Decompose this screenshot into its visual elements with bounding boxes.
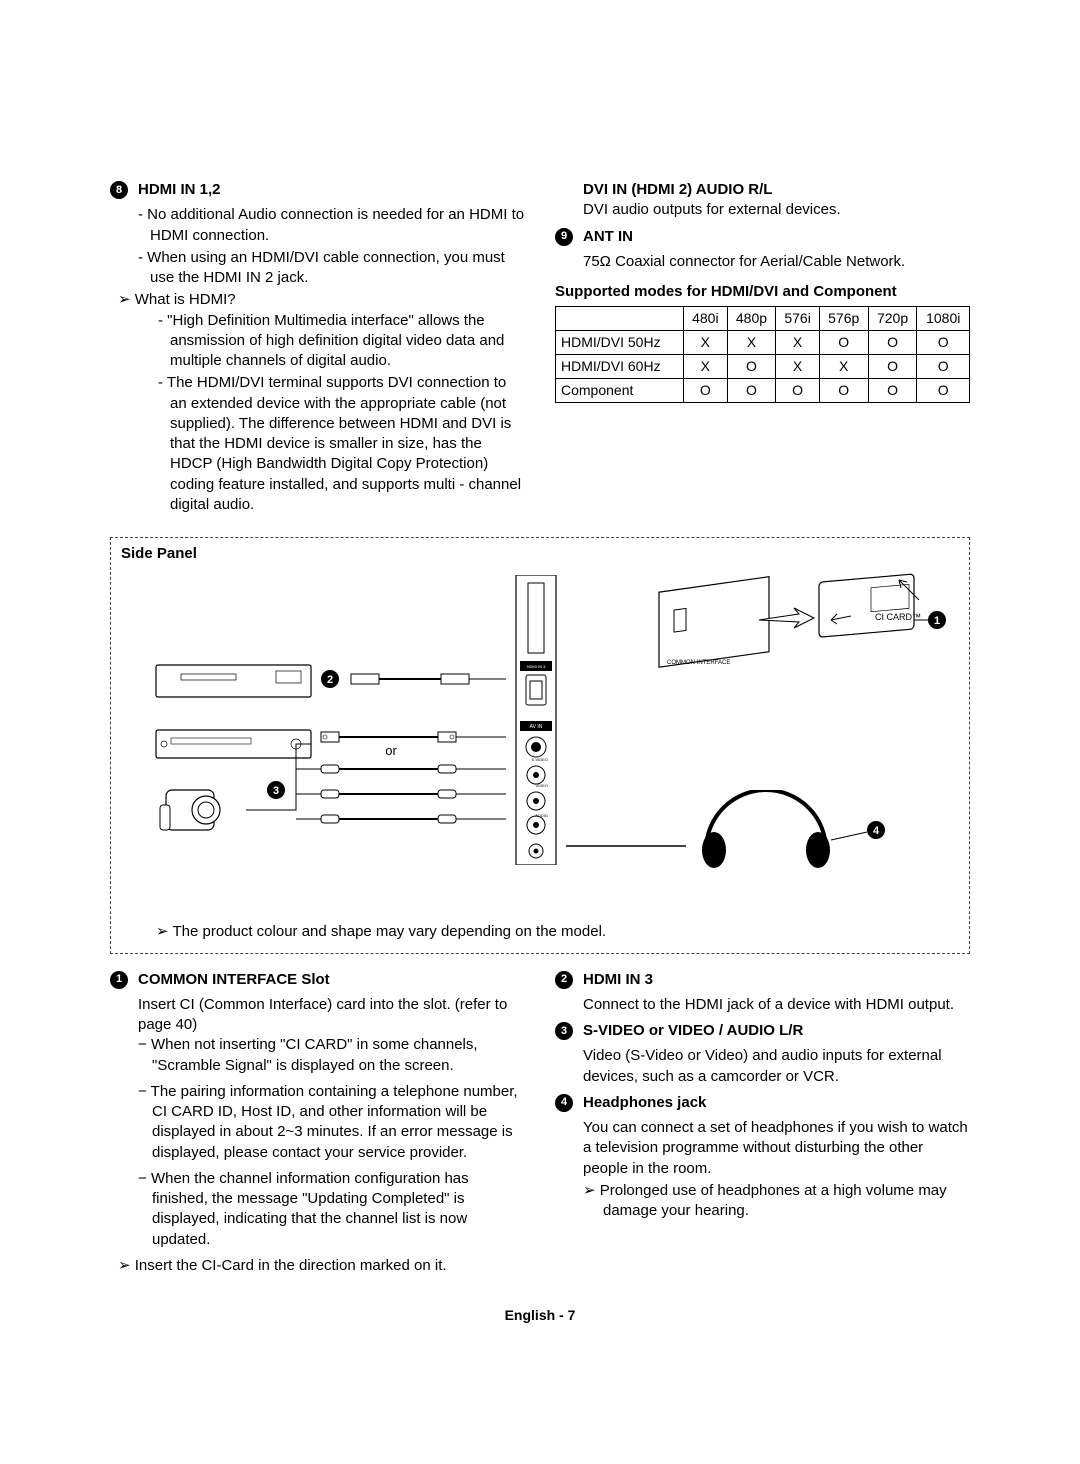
top-right-column: DVI IN (HDMI 2) AUDIO R/L DVI audio outp… (555, 180, 970, 517)
headphones-diagram: 4 (566, 790, 896, 880)
ant-text: 75Ω Coaxial connector for Aerial/Cable N… (555, 252, 970, 272)
hdmi-in-12-heading: HDMI IN 1,2 (138, 180, 221, 200)
svideo-heading: S-VIDEO or VIDEO / AUDIO L/R (583, 1021, 803, 1041)
col-1080i: 1080i (917, 307, 970, 331)
insert-ci-note: Insert the CI-Card in the direction mark… (110, 1256, 525, 1276)
ci-card-diagram: COMMON INTERFACE CI CARD™ 1 (639, 570, 949, 685)
svg-text:3: 3 (273, 785, 279, 797)
headphones-heading: Headphones jack (583, 1093, 706, 1113)
col-576p: 576p (819, 307, 868, 331)
ci-dash-3: When the channel information configurati… (138, 1169, 525, 1250)
side-panel-heading: Side Panel (121, 544, 959, 564)
headphones-text: You can connect a set of headphones if y… (555, 1118, 970, 1179)
hdmi-bullet-2: When using an HDMI/DVI cable connection,… (138, 248, 525, 289)
headphones-item: 4 Headphones jack (555, 1093, 970, 1113)
svg-text:AUDIO: AUDIO (535, 813, 548, 818)
ci-dash-2: The pairing information containing a tel… (138, 1082, 525, 1163)
hdmi-in-12-item: 8 HDMI IN 1,2 (110, 180, 525, 200)
headphones-warning: Prolonged use of headphones at a high vo… (555, 1181, 970, 1222)
bottom-left-column: 1 COMMON INTERFACE Slot Insert CI (Commo… (110, 970, 525, 1277)
side-panel-box: Side Panel COMMON INTERFACE CI CARD™ 1 (110, 537, 970, 954)
hdmi-bullets: No additional Audio connection is needed… (110, 205, 525, 288)
side-panel-diagram: COMMON INTERFACE CI CARD™ 1 HDMI IN 3 (121, 570, 959, 920)
page-footer: English - 7 (110, 1306, 970, 1325)
left-devices-diagram: 2 or (146, 660, 506, 870)
number-2-badge: 2 (555, 971, 573, 989)
hdmi3-label: HDMI IN 3 (527, 664, 546, 669)
number-9-badge: 9 (555, 228, 573, 246)
number-4-badge: 4 (555, 1094, 573, 1112)
ci-port-label: COMMON INTERFACE (667, 660, 730, 666)
ant-in-heading: ANT IN (583, 227, 633, 247)
side-panel-note: The product colour and shape may vary de… (121, 922, 959, 942)
hdmi3-heading: HDMI IN 3 (583, 970, 653, 990)
svideo-item: 3 S-VIDEO or VIDEO / AUDIO L/R (555, 1021, 970, 1041)
number-3-badge: 3 (555, 1022, 573, 1040)
ci-dash-list: When not inserting "CI CARD" in some cha… (110, 1035, 525, 1250)
modes-table: 480i 480p 576i 576p 720p 1080i HDMI/DVI … (555, 306, 970, 403)
hdmi-in-3-item: 2 HDMI IN 3 (555, 970, 970, 990)
hdmi-sub-bullets: "High Definition Multimedia interface" a… (110, 311, 525, 516)
svg-text:S-VIDEO: S-VIDEO (532, 757, 548, 762)
col-480p: 480p (727, 307, 776, 331)
svg-text:4: 4 (873, 825, 880, 837)
dvi-block: DVI IN (HDMI 2) AUDIO R/L DVI audio outp… (555, 180, 970, 221)
hdmi3-text: Connect to the HDMI jack of a device wit… (555, 995, 970, 1015)
hdmi-sub-2: The HDMI/DVI terminal supports DVI conne… (158, 373, 525, 515)
avin-label: AV IN (530, 724, 543, 730)
number-1-badge: 1 (110, 971, 128, 989)
top-section: 8 HDMI IN 1,2 No additional Audio connec… (110, 180, 970, 517)
hdmi-sub-1: "High Definition Multimedia interface" a… (158, 311, 525, 372)
ci-intro-text: Insert CI (Common Interface) card into t… (110, 995, 525, 1036)
col-576i: 576i (776, 307, 819, 331)
top-left-column: 8 HDMI IN 1,2 No additional Audio connec… (110, 180, 525, 517)
or-label: or (385, 743, 397, 758)
col-blank (556, 307, 684, 331)
number-8-badge: 8 (110, 181, 128, 199)
port-strip-diagram: HDMI IN 3 AV IN S-VIDEO VIDEO AUDIO (506, 575, 566, 865)
table-row: Component O O O O O O (556, 378, 970, 402)
bottom-section: 1 COMMON INTERFACE Slot Insert CI (Commo… (110, 970, 970, 1277)
svg-text:1: 1 (934, 615, 940, 627)
svideo-text: Video (S-Video or Video) and audio input… (555, 1046, 970, 1087)
modes-table-heading: Supported modes for HDMI/DVI and Compone… (555, 282, 970, 302)
svg-text:2: 2 (327, 674, 333, 686)
dvi-heading: DVI IN (HDMI 2) AUDIO R/L (583, 180, 970, 200)
col-720p: 720p (868, 307, 917, 331)
table-row: HDMI/DVI 60Hz X O X X O O (556, 355, 970, 379)
bottom-right-column: 2 HDMI IN 3 Connect to the HDMI jack of … (555, 970, 970, 1277)
common-interface-item: 1 COMMON INTERFACE Slot (110, 970, 525, 990)
common-interface-heading: COMMON INTERFACE Slot (138, 970, 330, 990)
dvi-text: DVI audio outputs for external devices. (583, 200, 970, 220)
what-is-hdmi-note: What is HDMI? (110, 290, 525, 310)
svg-text:VIDEO: VIDEO (536, 783, 548, 788)
table-header-row: 480i 480p 576i 576p 720p 1080i (556, 307, 970, 331)
hdmi-bullet-1: No additional Audio connection is needed… (138, 205, 525, 246)
table-row: HDMI/DVI 50Hz X X X O O O (556, 331, 970, 355)
ci-dash-1: When not inserting "CI CARD" in some cha… (138, 1035, 525, 1076)
col-480i: 480i (684, 307, 727, 331)
ant-in-item: 9 ANT IN (555, 227, 970, 247)
